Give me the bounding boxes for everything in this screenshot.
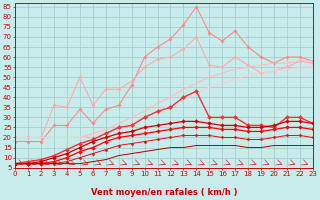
X-axis label: Vent moyen/en rafales ( km/h ): Vent moyen/en rafales ( km/h ) xyxy=(91,188,237,197)
